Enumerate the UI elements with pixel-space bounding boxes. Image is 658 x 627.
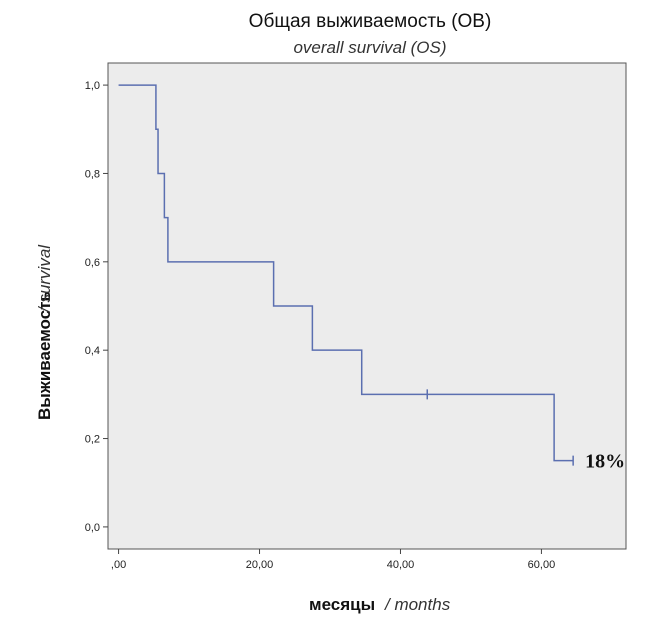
plot-area [107, 62, 627, 550]
y-tick-label: 0,8 [85, 168, 100, 180]
censor-marks [426, 389, 574, 466]
y-axis-label: Выживаемость [35, 291, 54, 420]
x-tick-label: 20,00 [246, 559, 274, 571]
survival-curve-line [118, 84, 574, 462]
y-tick-label: 0,6 [85, 257, 100, 269]
x-tick-label: 60,00 [528, 559, 556, 571]
chart-subtitle: overall survival (OS) [293, 38, 446, 57]
y-tick-label: 0,0 [85, 522, 100, 534]
x-axis: ,00 20,00 40,00 60,00 [111, 549, 555, 571]
y-tick-label: 0,4 [85, 345, 100, 357]
y-tick-label: 1,0 [85, 80, 100, 92]
x-axis-label: месяцы [309, 595, 375, 614]
x-tick-label: 40,00 [387, 559, 415, 571]
y-axis-label-en: / survival [35, 244, 54, 313]
x-axis-label-en: / months [384, 595, 451, 614]
x-tick-label: ,00 [111, 559, 126, 571]
y-axis: 0,0 0,2 0,4 0,6 0,8 1,0 [85, 80, 108, 534]
survival-annotation: 18% [585, 451, 625, 473]
chart-title: Общая выживаемость (ОВ) [249, 11, 492, 32]
y-tick-label: 0,2 [85, 434, 100, 446]
